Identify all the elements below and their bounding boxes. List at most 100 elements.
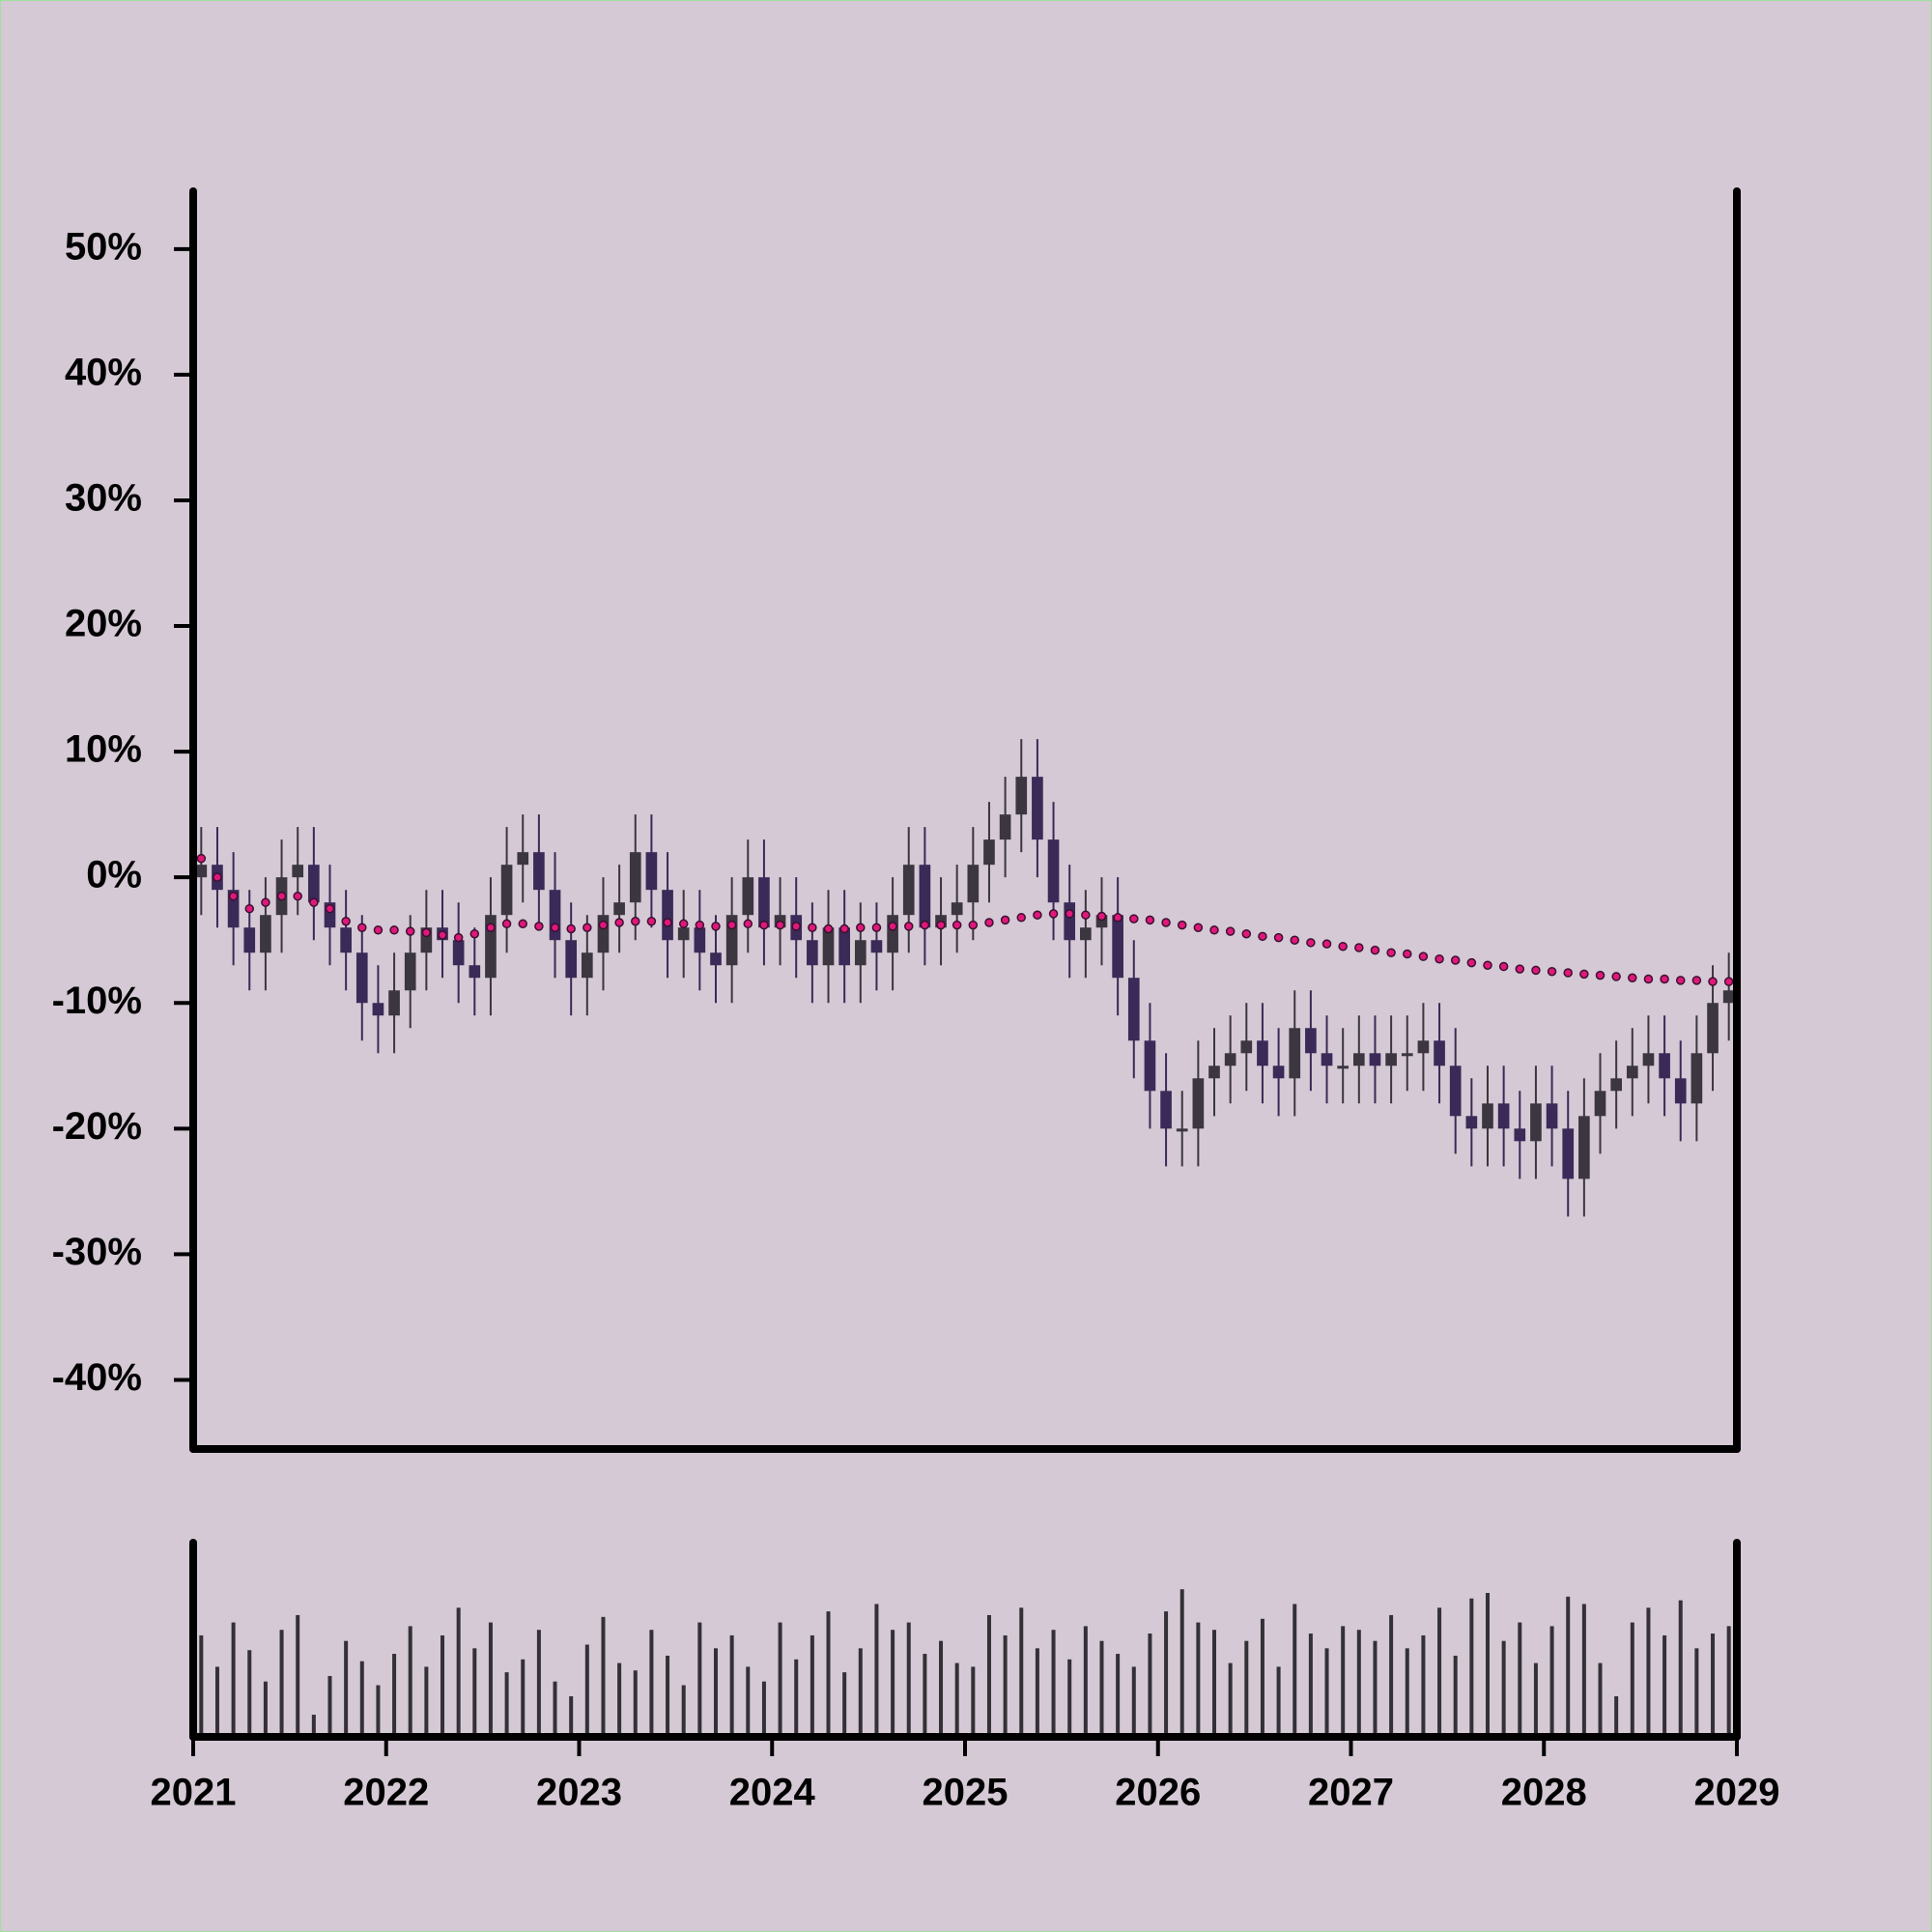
candle-body bbox=[1192, 1078, 1205, 1129]
ma-dot bbox=[405, 926, 415, 936]
candle-body bbox=[1337, 1065, 1350, 1069]
candle-body bbox=[1642, 1053, 1655, 1066]
ma-dot bbox=[775, 920, 785, 930]
ma-dot bbox=[856, 923, 866, 932]
x-tick-label: 2026 bbox=[1115, 1772, 1201, 1814]
volume-bar bbox=[311, 1715, 316, 1737]
ma-dot bbox=[1065, 909, 1074, 919]
ma-dot bbox=[1096, 911, 1107, 922]
ma-dot bbox=[1370, 945, 1380, 955]
ma-dot bbox=[759, 920, 769, 930]
ma-dot bbox=[276, 891, 287, 901]
candle-body bbox=[324, 902, 336, 928]
candle-body bbox=[260, 915, 271, 953]
candle-body bbox=[1578, 1116, 1590, 1179]
ma-dot bbox=[1418, 952, 1429, 961]
volume-bar bbox=[713, 1648, 718, 1737]
candle-body bbox=[1289, 1028, 1301, 1079]
volume-bar bbox=[279, 1630, 284, 1737]
y-tick-label: -30% bbox=[52, 1231, 142, 1273]
volume-bar bbox=[1453, 1655, 1458, 1737]
volume-bar bbox=[633, 1670, 638, 1737]
ma-dot bbox=[534, 922, 544, 931]
candle-body bbox=[677, 927, 690, 941]
volume-bar bbox=[296, 1614, 300, 1737]
volume-bar bbox=[231, 1622, 236, 1737]
volume-bar bbox=[1212, 1630, 1217, 1737]
candle-body bbox=[870, 940, 883, 953]
candle-body bbox=[340, 927, 352, 953]
volume-bar bbox=[1099, 1640, 1104, 1737]
volume-bar bbox=[1533, 1662, 1538, 1737]
ma-dot bbox=[486, 923, 496, 932]
candle-body bbox=[967, 865, 980, 903]
candle-body bbox=[838, 927, 850, 966]
volume-bar bbox=[521, 1659, 526, 1737]
candle-body bbox=[485, 915, 497, 979]
x-tick-label: 2023 bbox=[536, 1772, 622, 1814]
volume-bar bbox=[666, 1655, 670, 1737]
volume-bar bbox=[1614, 1695, 1619, 1737]
ma-dot bbox=[501, 919, 512, 929]
volume-bar bbox=[408, 1626, 412, 1737]
ma-dot bbox=[1386, 948, 1396, 957]
candle-body bbox=[1272, 1065, 1285, 1079]
candle-body bbox=[1707, 1003, 1719, 1054]
ma-dot bbox=[598, 920, 609, 930]
candle-body bbox=[452, 940, 465, 966]
ma-dot bbox=[631, 916, 640, 926]
volume-bar bbox=[649, 1630, 654, 1737]
ma-dot bbox=[341, 916, 351, 926]
x-tick-label: 2029 bbox=[1694, 1772, 1780, 1814]
volume-bar bbox=[986, 1614, 991, 1737]
volume-bar bbox=[1067, 1659, 1072, 1737]
candle-body bbox=[1112, 915, 1123, 979]
candle-body bbox=[854, 940, 867, 966]
candle-body bbox=[1224, 1053, 1236, 1066]
volume-bar bbox=[954, 1662, 959, 1737]
candle-body bbox=[1385, 1053, 1397, 1066]
ma-dot bbox=[791, 922, 801, 931]
volume-bar bbox=[1324, 1648, 1329, 1737]
ma-dot bbox=[726, 920, 737, 930]
candle-body bbox=[1530, 1103, 1542, 1142]
x-tick-label: 2024 bbox=[729, 1772, 816, 1814]
ma-dot bbox=[1209, 925, 1219, 935]
candle-body bbox=[807, 940, 818, 966]
volume-bar bbox=[1083, 1626, 1088, 1737]
volume-bar bbox=[1711, 1634, 1716, 1737]
ma-dot bbox=[293, 891, 302, 901]
volume-bar bbox=[778, 1622, 782, 1737]
ma-dot bbox=[1000, 915, 1010, 925]
ma-dot bbox=[808, 923, 817, 932]
volume-bar bbox=[1518, 1622, 1522, 1737]
volume-bar bbox=[456, 1607, 461, 1737]
volume-bar bbox=[1196, 1622, 1201, 1737]
candle-body bbox=[919, 865, 931, 928]
ma-dot bbox=[1628, 973, 1637, 982]
volume-bar bbox=[553, 1681, 557, 1737]
volume-bar bbox=[906, 1622, 911, 1737]
candle-body bbox=[1305, 1028, 1317, 1054]
volume-bar bbox=[1244, 1640, 1249, 1737]
candle-body bbox=[1369, 1053, 1381, 1066]
ma-dot bbox=[389, 925, 399, 935]
volume-bar bbox=[376, 1685, 381, 1737]
candle-body bbox=[758, 877, 770, 928]
ma-dot bbox=[1113, 913, 1122, 923]
ma-dot bbox=[1290, 935, 1299, 945]
volume-bar bbox=[504, 1672, 509, 1737]
volume-bar bbox=[1421, 1634, 1426, 1737]
ma-dot bbox=[1321, 939, 1332, 949]
volume-bar bbox=[1405, 1648, 1409, 1737]
candle-body bbox=[308, 865, 320, 903]
candle-body bbox=[388, 990, 400, 1016]
candle-body bbox=[292, 865, 304, 878]
volume-bar bbox=[826, 1611, 831, 1737]
volume-bar bbox=[1437, 1607, 1442, 1737]
volume-bar bbox=[1035, 1648, 1039, 1737]
ma-dot bbox=[1225, 926, 1236, 936]
volume-bar bbox=[488, 1622, 493, 1737]
volume-bar bbox=[214, 1666, 219, 1737]
volume-bar bbox=[1469, 1598, 1474, 1737]
